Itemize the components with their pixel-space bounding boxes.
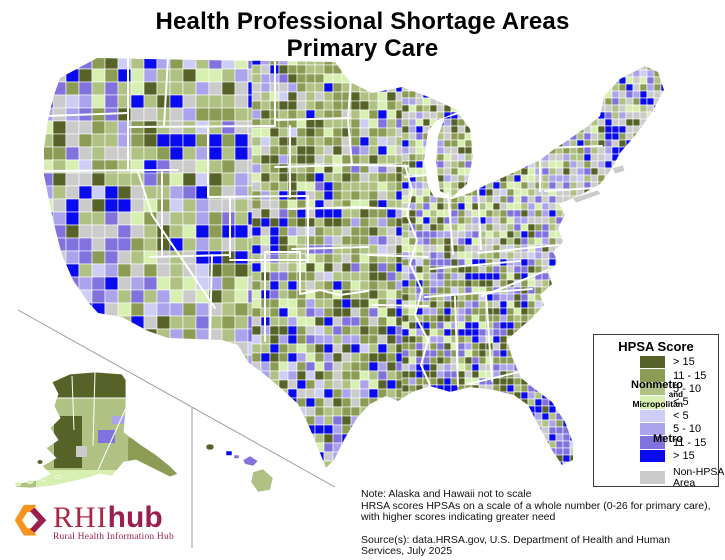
legend-item: 5 - 10 (640, 422, 725, 436)
legend-item: < 5 (640, 396, 725, 409)
rhihub-logo-text: RHIhub Rural Health Information Hub (53, 501, 174, 543)
logo-tagline: Rural Health Information Hub (53, 532, 174, 542)
legend-group-metro: Metro (653, 433, 683, 445)
map-notes: Note: Alaska and Hawaii not to scale HRS… (361, 488, 713, 558)
legend-label: > 15 (673, 356, 695, 369)
legend-label: 5 - 10 (673, 382, 702, 395)
legend-group-micropolitan: Micropolitan (632, 399, 683, 409)
legend-label: > 15 (673, 449, 695, 462)
rhihub-logo-icon (14, 504, 47, 536)
legend-swatch (640, 369, 665, 382)
legend-label: 11 - 15 (673, 436, 707, 449)
legend-swatch (640, 471, 665, 484)
legend-label: < 5 (673, 409, 689, 422)
legend-item: 5 - 10 (640, 382, 725, 396)
logo-acronym: RHI (53, 501, 108, 534)
legend-label: Non-HPSA Area (673, 466, 724, 489)
logo-suffix: hub (107, 501, 163, 534)
legend-group-nonmetro: Nonmetro (631, 379, 683, 391)
legend-item: Non-HPSA Area (640, 467, 725, 488)
rhihub-logo[interactable]: RHIhub Rural Health Information Hub (13, 502, 174, 542)
legend-swatch (640, 382, 665, 396)
legend-swatch (640, 436, 665, 449)
legend-swatch (640, 422, 665, 436)
legend-label: 5 - 10 (673, 423, 702, 436)
legend-title: HPSA Score (618, 339, 694, 354)
note-scoring: HRSA scores HPSAs on a scale of a whole … (361, 499, 711, 523)
legend-label: 11 - 15 (673, 369, 707, 382)
legend-item: > 15 (640, 449, 725, 463)
legend-rows: Nonmetro and Micropolitan Metro > 15 11 … (631, 356, 725, 489)
legend-swatch (640, 356, 665, 369)
legend-item: < 5 (640, 409, 725, 422)
title-line-1: Health Professional Shortage Areas (155, 8, 570, 35)
page-title: Health Professional Shortage Areas Prima… (0, 8, 725, 62)
legend-hpsa-score: HPSA Score Nonmetro and Micropolitan Met… (593, 334, 724, 488)
legend-group-and: and (668, 390, 683, 399)
legend-item: 11 - 15 (640, 436, 725, 449)
legend-label: < 5 (673, 396, 689, 409)
note-scale: Note: Alaska and Hawaii not to scale (361, 488, 532, 500)
legend-swatch (640, 396, 665, 409)
legend-swatch (640, 409, 665, 422)
legend-item: > 15 (640, 356, 725, 369)
legend-swatch (640, 449, 665, 463)
legend-item: 11 - 15 (640, 369, 725, 382)
title-line-2: Primary Care (286, 35, 439, 62)
source-line: Source(s): data.HRSA.gov, U.S. Departmen… (361, 533, 671, 557)
